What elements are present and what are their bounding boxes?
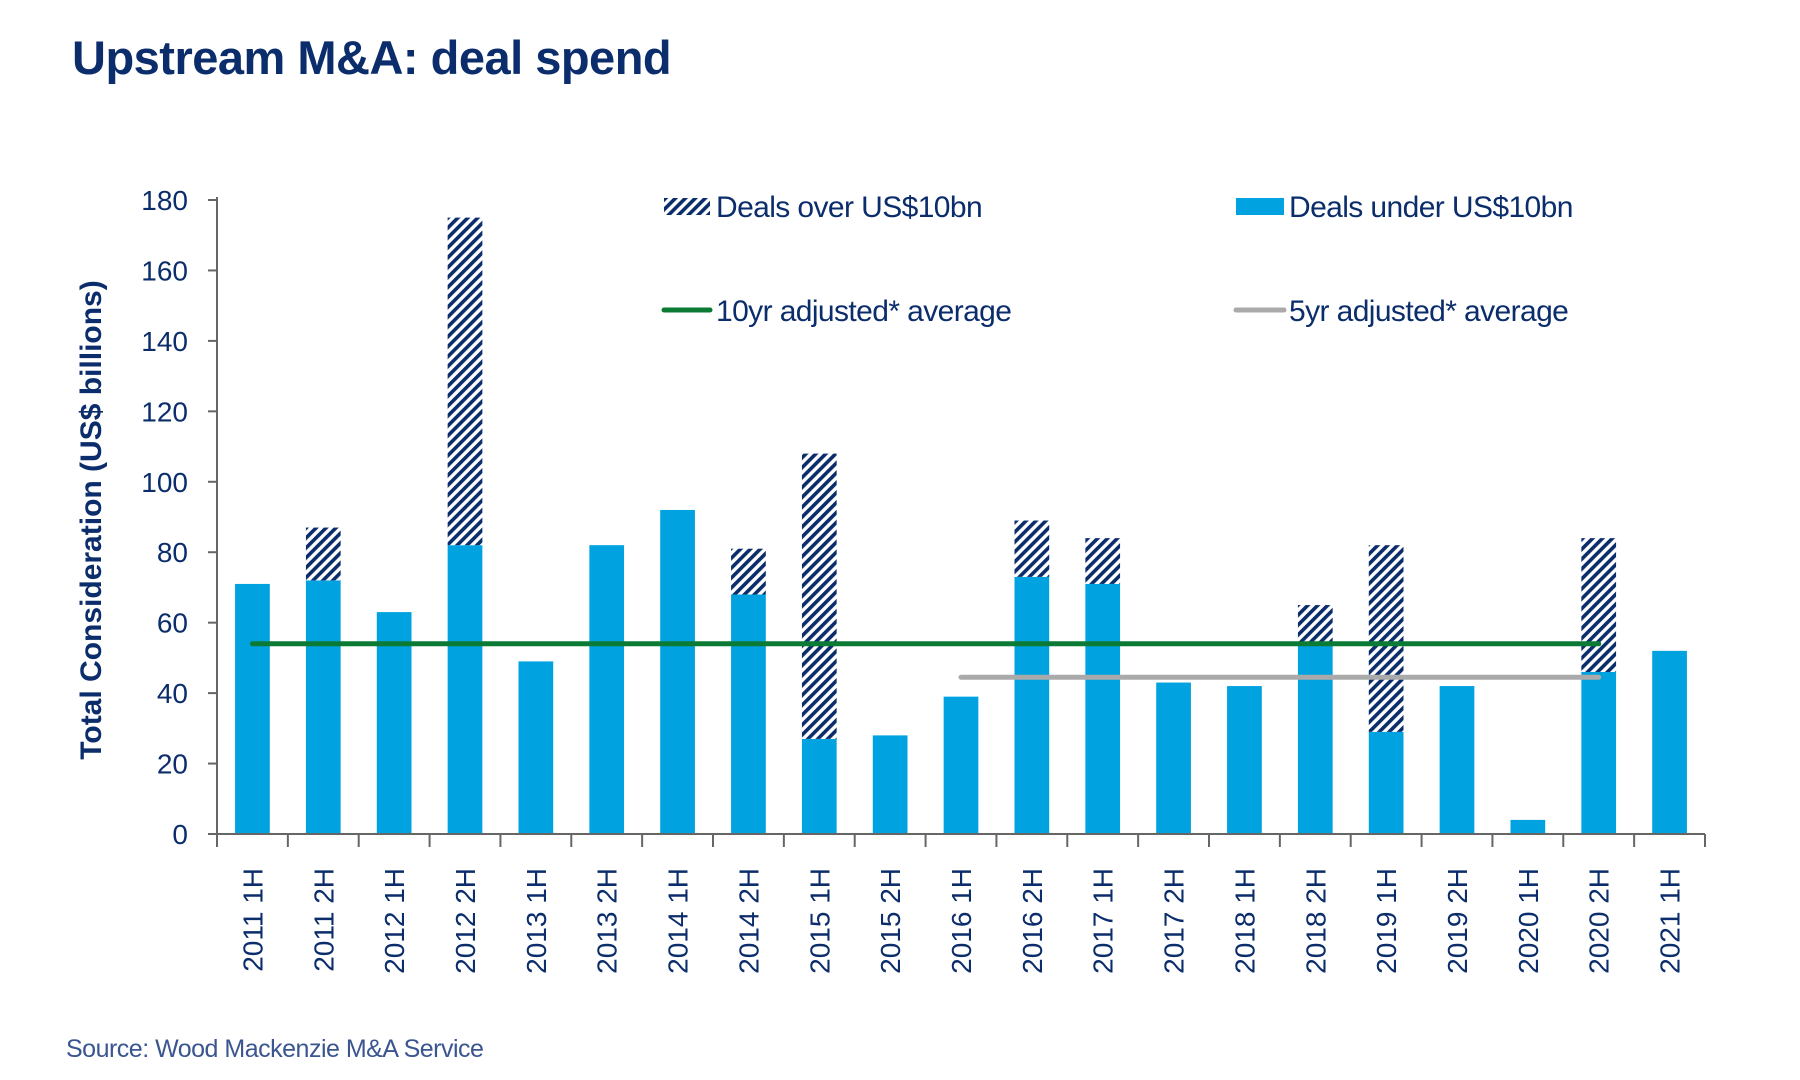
bar-over-2014-2H [731, 548, 766, 595]
y-tick-label: 100 [141, 467, 188, 498]
x-tick-label: 2018 1H [1229, 868, 1260, 974]
legend-swatch-over [664, 198, 710, 215]
y-tick-label: 60 [157, 608, 188, 639]
legend-swatch-under [1236, 198, 1284, 215]
y-tick-label: 160 [141, 255, 188, 286]
bar-over-2018-2H [1297, 605, 1333, 644]
bar-under-2017-1H [1085, 583, 1121, 834]
x-tick-label: 2016 2H [1017, 868, 1048, 974]
x-tick-label: 2011 1H [237, 868, 268, 972]
legend-label-avg10: 10yr adjusted* average [716, 295, 1011, 328]
bar-under-2019-1H [1368, 731, 1404, 834]
y-axis-label: Total Consideration (US$ billions) [75, 280, 108, 759]
y-tick-label: 0 [172, 819, 188, 850]
bar-under-2013-1H [518, 661, 554, 834]
x-tick-label: 2013 2H [592, 868, 623, 974]
bar-under-2018-2H [1297, 643, 1333, 834]
legend-label-over: Deals over US$10bn [716, 191, 982, 224]
y-tick-label: 20 [157, 749, 188, 780]
bar-under-2013-2H [589, 545, 625, 834]
bar-under-2015-1H [801, 738, 837, 834]
x-tick-label: 2021 1H [1655, 868, 1686, 974]
bar-over-2015-1H [801, 453, 837, 739]
y-tick-label: 140 [141, 326, 188, 357]
x-tick-label: 2012 2H [450, 868, 481, 974]
bar-over-2019-1H [1368, 545, 1404, 732]
bar-under-2011-2H [305, 580, 341, 834]
x-tick-label: 2020 1H [1513, 868, 1544, 974]
x-tick-label: 2020 2H [1584, 868, 1615, 974]
bar-under-2016-1H [943, 696, 979, 834]
bar-over-2020-2H [1581, 538, 1617, 672]
source-note: Source: Wood Mackenzie M&A Service [66, 1035, 484, 1063]
bar-over-2012-2H [447, 217, 483, 546]
bar-under-2020-2H [1581, 671, 1617, 834]
legend: Deals over US$10bn Deals under US$10bn 1… [661, 191, 1573, 328]
x-tick-label: 2015 1H [804, 868, 835, 974]
bar-under-2012-2H [447, 545, 483, 834]
bar-over-2017-1H [1085, 538, 1121, 584]
bar-over-2011-2H [305, 527, 341, 581]
bar-under-2015-2H [872, 735, 908, 834]
bar-under-2014-2H [731, 594, 766, 834]
bar-under-2011-1H [235, 583, 270, 834]
bar-under-2018-1H [1227, 686, 1262, 834]
x-tick-label: 2014 1H [663, 868, 694, 974]
bar-under-2016-2H [1014, 576, 1050, 834]
bar-under-2020-1H [1510, 819, 1546, 834]
x-tick-label: 2011 2H [308, 868, 339, 972]
x-tick-label: 2019 2H [1442, 868, 1473, 974]
y-tick-label: 180 [141, 185, 188, 216]
x-tick-label: 2016 1H [946, 868, 977, 974]
x-tick-label: 2017 1H [1088, 868, 1119, 974]
x-tick-label: 2017 2H [1159, 868, 1190, 974]
x-tick-label: 2014 2H [733, 868, 764, 974]
bar-under-2012-1H [376, 612, 412, 834]
bar-under-2014-1H [660, 509, 695, 834]
y-tick-label: 120 [141, 396, 188, 427]
x-tick-label: 2018 2H [1300, 868, 1331, 974]
legend-label-under: Deals under US$10bn [1289, 191, 1573, 224]
chart-title: Upstream M&A: deal spend [72, 31, 672, 84]
legend-label-avg5: 5yr adjusted* average [1289, 295, 1568, 328]
bar-under-2019-2H [1439, 686, 1475, 834]
x-tick-label: 2013 1H [521, 868, 552, 974]
bar-over-2016-2H [1014, 520, 1050, 577]
x-tick-label: 2015 2H [875, 868, 906, 974]
bar-under-2021-1H [1652, 650, 1687, 834]
x-tick-label: 2012 1H [379, 868, 410, 974]
y-tick-label: 80 [157, 537, 188, 568]
x-tick-label: 2019 1H [1371, 868, 1402, 974]
y-tick-label: 40 [157, 678, 188, 709]
bar-under-2017-2H [1156, 682, 1191, 834]
